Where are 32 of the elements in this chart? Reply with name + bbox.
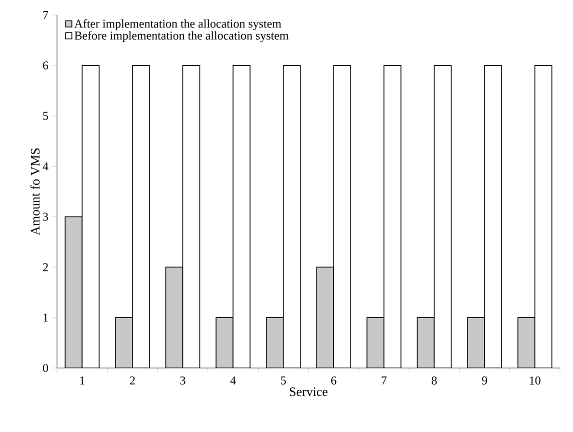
y-tick-label: 1 bbox=[44, 314, 48, 322]
bar bbox=[366, 317, 384, 368]
bar bbox=[517, 317, 536, 368]
bar bbox=[467, 317, 485, 368]
y-axis-title: Amount fo VMS bbox=[30, 148, 40, 236]
bar bbox=[165, 266, 184, 368]
y-tick-label: 3 bbox=[43, 212, 48, 221]
x-tick-label: 3 bbox=[180, 376, 186, 385]
bar bbox=[316, 266, 334, 368]
x-tick-label: 4 bbox=[230, 376, 236, 384]
x-tick-label: 10 bbox=[530, 376, 540, 385]
x-tick-label: 5 bbox=[281, 376, 286, 384]
y-tick-label: 0 bbox=[42, 364, 48, 372]
bar bbox=[216, 317, 234, 368]
y-tick-label: 7 bbox=[43, 11, 48, 19]
y-tick-label: 6 bbox=[43, 61, 48, 70]
series-label: Before implementation the allocation system bbox=[74, 31, 289, 42]
bar bbox=[115, 317, 133, 368]
y-tick-label: 4 bbox=[42, 162, 48, 170]
legend-label: After implementation the allocation system bbox=[74, 19, 282, 30]
y-tick-label: 2 bbox=[43, 263, 48, 272]
bar bbox=[416, 317, 435, 368]
x-tick-label: 9 bbox=[482, 376, 488, 385]
x-tick-label: 6 bbox=[331, 376, 336, 385]
x-tick-label: 8 bbox=[432, 376, 437, 385]
bar bbox=[266, 317, 284, 368]
y-tick-label: 5 bbox=[43, 112, 48, 120]
x-tick-label: 1 bbox=[80, 376, 84, 384]
x-tick-label: 7 bbox=[382, 376, 387, 384]
x-axis-title: Service bbox=[290, 387, 328, 396]
bar bbox=[64, 216, 83, 368]
x-tick-label: 2 bbox=[130, 376, 135, 384]
